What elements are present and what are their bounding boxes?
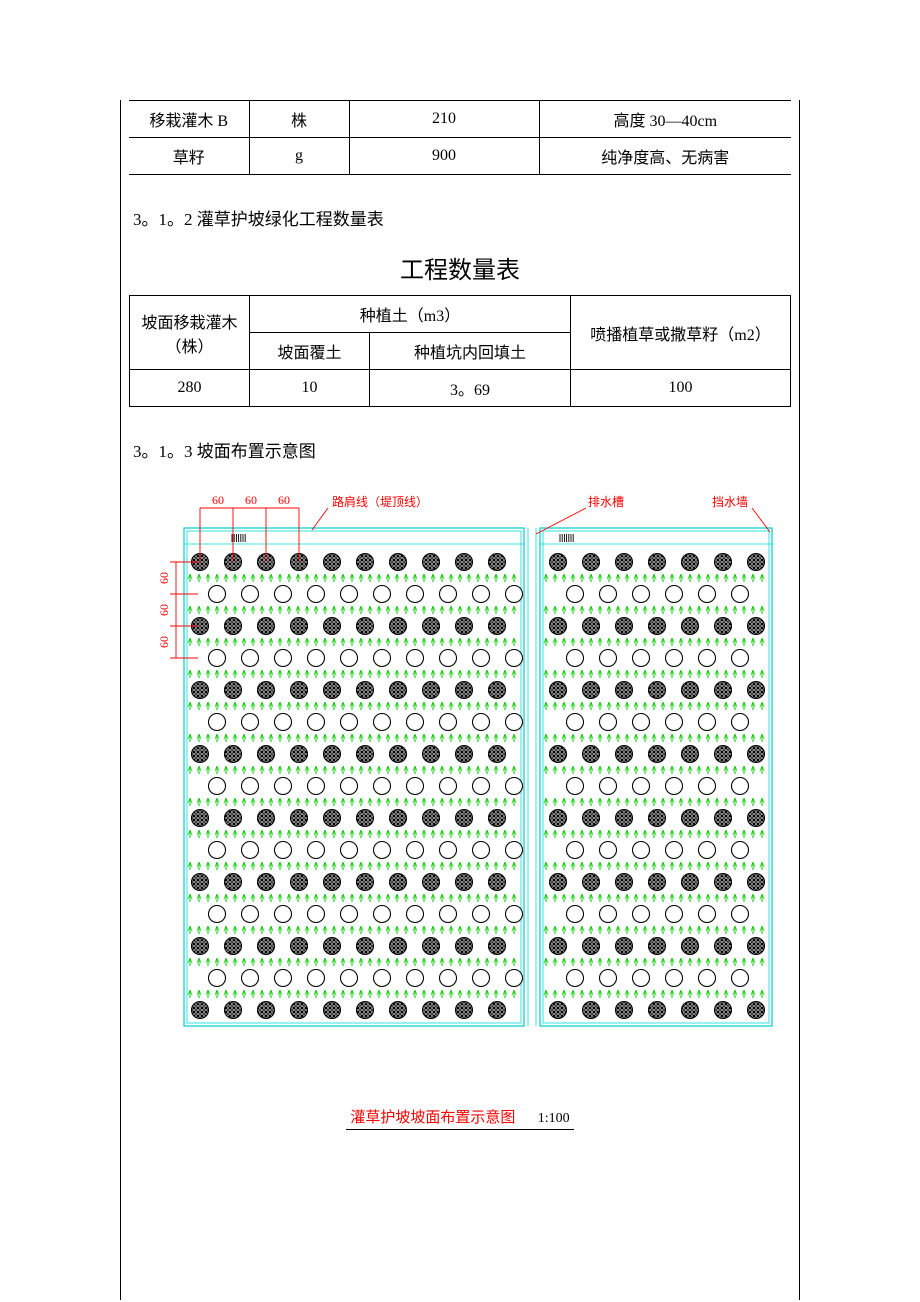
table-row: 移栽灌木 B 株 210 高度 30—40cm <box>129 101 791 138</box>
table-row: 草籽 g 900 纯净度高、无病害 <box>129 138 791 175</box>
cell: 种植土（m3） <box>250 296 571 333</box>
diagram-svg: 60 60 60 60 60 60 路肩线（堤顶线） 排水槽 挡水墙 <box>140 490 780 1050</box>
section-heading-1: 3。1。2 灌草护坡绿化工程数量表 <box>129 175 791 240</box>
cell: 坡面覆土 <box>250 333 370 370</box>
diagram-caption: 灌草护坡坡面布置示意图 1:100 <box>129 1106 791 1130</box>
cell: 坡面移栽灌木（株） <box>130 296 250 370</box>
cell: 210 <box>349 101 539 138</box>
cell: 移栽灌木 B <box>129 101 249 138</box>
materials-table: 移栽灌木 B 株 210 高度 30—40cm 草籽 g 900 纯净度高、无病… <box>129 100 791 175</box>
cell: 100 <box>571 370 791 407</box>
svg-text:路肩线（堤顶线）: 路肩线（堤顶线） <box>332 494 428 509</box>
page-inner: 移栽灌木 B 株 210 高度 30—40cm 草籽 g 900 纯净度高、无病… <box>121 100 799 1130</box>
svg-text:60: 60 <box>212 493 224 507</box>
svg-text:60: 60 <box>245 493 257 507</box>
caption-text: 灌草护坡坡面布置示意图 <box>350 1110 515 1126</box>
svg-text:排水槽: 排水槽 <box>588 495 624 509</box>
cell: 高度 30—40cm <box>539 101 791 138</box>
quantity-table: 坡面移栽灌木（株） 种植土（m3） 喷播植草或撒草籽（m2） 坡面覆土 种植坑内… <box>129 295 791 407</box>
page-frame: 移栽灌木 B 株 210 高度 30—40cm 草籽 g 900 纯净度高、无病… <box>120 100 800 1300</box>
svg-text:挡水墙: 挡水墙 <box>712 495 748 509</box>
slope-layout-diagram: 60 60 60 60 60 60 路肩线（堤顶线） 排水槽 挡水墙 <box>129 472 791 1050</box>
cell: 10 <box>250 370 370 407</box>
cell: 280 <box>130 370 250 407</box>
cell: 草籽 <box>129 138 249 175</box>
svg-text:60: 60 <box>157 636 171 648</box>
caption-inner: 灌草护坡坡面布置示意图 1:100 <box>346 1106 573 1130</box>
svg-text:60: 60 <box>157 604 171 616</box>
cell: 株 <box>249 101 349 138</box>
svg-text:60: 60 <box>157 572 171 584</box>
table-row: 坡面移栽灌木（株） 种植土（m3） 喷播植草或撒草籽（m2） <box>130 296 791 333</box>
caption-ratio: 1:100 <box>538 1111 570 1126</box>
table-row: 280 10 3。69 100 <box>130 370 791 407</box>
cell: 900 <box>349 138 539 175</box>
section-heading-2: 3。1。3 坡面布置示意图 <box>129 407 791 472</box>
cell: 纯净度高、无病害 <box>539 138 791 175</box>
svg-text:60: 60 <box>278 493 290 507</box>
cell: 种植坑内回填土 <box>370 333 571 370</box>
cell: g <box>249 138 349 175</box>
cell: 喷播植草或撒草籽（m2） <box>571 296 791 370</box>
cell: 3。69 <box>370 370 571 407</box>
quantity-table-title: 工程数量表 <box>129 240 791 295</box>
